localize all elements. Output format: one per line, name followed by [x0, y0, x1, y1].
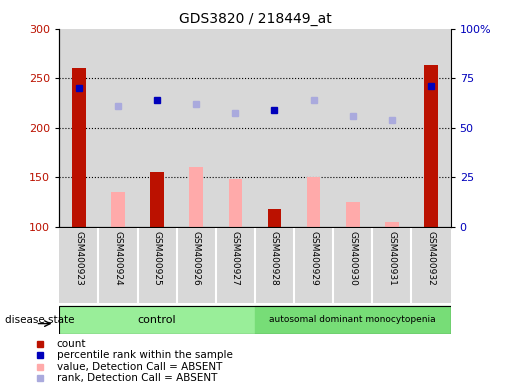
Bar — [138, 228, 177, 303]
Text: value, Detection Call = ABSENT: value, Detection Call = ABSENT — [57, 362, 222, 372]
Bar — [229, 179, 242, 227]
Bar — [294, 29, 333, 227]
Bar — [177, 29, 216, 227]
Text: rank, Detection Call = ABSENT: rank, Detection Call = ABSENT — [57, 373, 217, 383]
Bar — [190, 167, 203, 227]
Text: GSM400931: GSM400931 — [387, 231, 397, 286]
Bar — [59, 306, 255, 333]
Bar — [177, 228, 216, 303]
Bar — [385, 222, 399, 227]
Bar — [59, 228, 98, 303]
Bar — [268, 209, 281, 227]
Text: GSM400926: GSM400926 — [192, 231, 201, 285]
Text: GSM400923: GSM400923 — [74, 231, 83, 285]
Text: GSM400929: GSM400929 — [309, 231, 318, 285]
Text: disease state: disease state — [5, 314, 75, 325]
Bar — [372, 29, 411, 227]
Bar — [255, 228, 294, 303]
Text: percentile rank within the sample: percentile rank within the sample — [57, 350, 232, 360]
Bar — [98, 29, 138, 227]
Bar — [150, 172, 164, 227]
Bar — [346, 202, 359, 227]
Text: GSM400924: GSM400924 — [113, 231, 123, 285]
Text: control: control — [138, 314, 176, 325]
Bar — [372, 228, 411, 303]
Text: autosomal dominant monocytopenia: autosomal dominant monocytopenia — [269, 315, 436, 324]
Text: GSM400927: GSM400927 — [231, 231, 240, 285]
Bar — [255, 306, 451, 333]
Bar — [333, 228, 372, 303]
Text: GSM400925: GSM400925 — [152, 231, 162, 285]
Title: GDS3820 / 218449_at: GDS3820 / 218449_at — [179, 12, 331, 26]
Text: GSM400928: GSM400928 — [270, 231, 279, 285]
Text: GSM400930: GSM400930 — [348, 231, 357, 286]
Bar — [216, 228, 255, 303]
Bar — [216, 29, 255, 227]
Bar — [255, 29, 294, 227]
Bar — [59, 29, 98, 227]
Bar — [411, 228, 451, 303]
Text: count: count — [57, 339, 86, 349]
Bar — [72, 68, 85, 227]
Text: GSM400932: GSM400932 — [426, 231, 436, 285]
Bar — [294, 228, 333, 303]
Bar — [333, 29, 372, 227]
Bar — [424, 65, 438, 227]
Bar — [98, 228, 138, 303]
Bar — [111, 192, 125, 227]
Bar — [411, 29, 451, 227]
Bar — [138, 29, 177, 227]
Bar — [307, 177, 320, 227]
